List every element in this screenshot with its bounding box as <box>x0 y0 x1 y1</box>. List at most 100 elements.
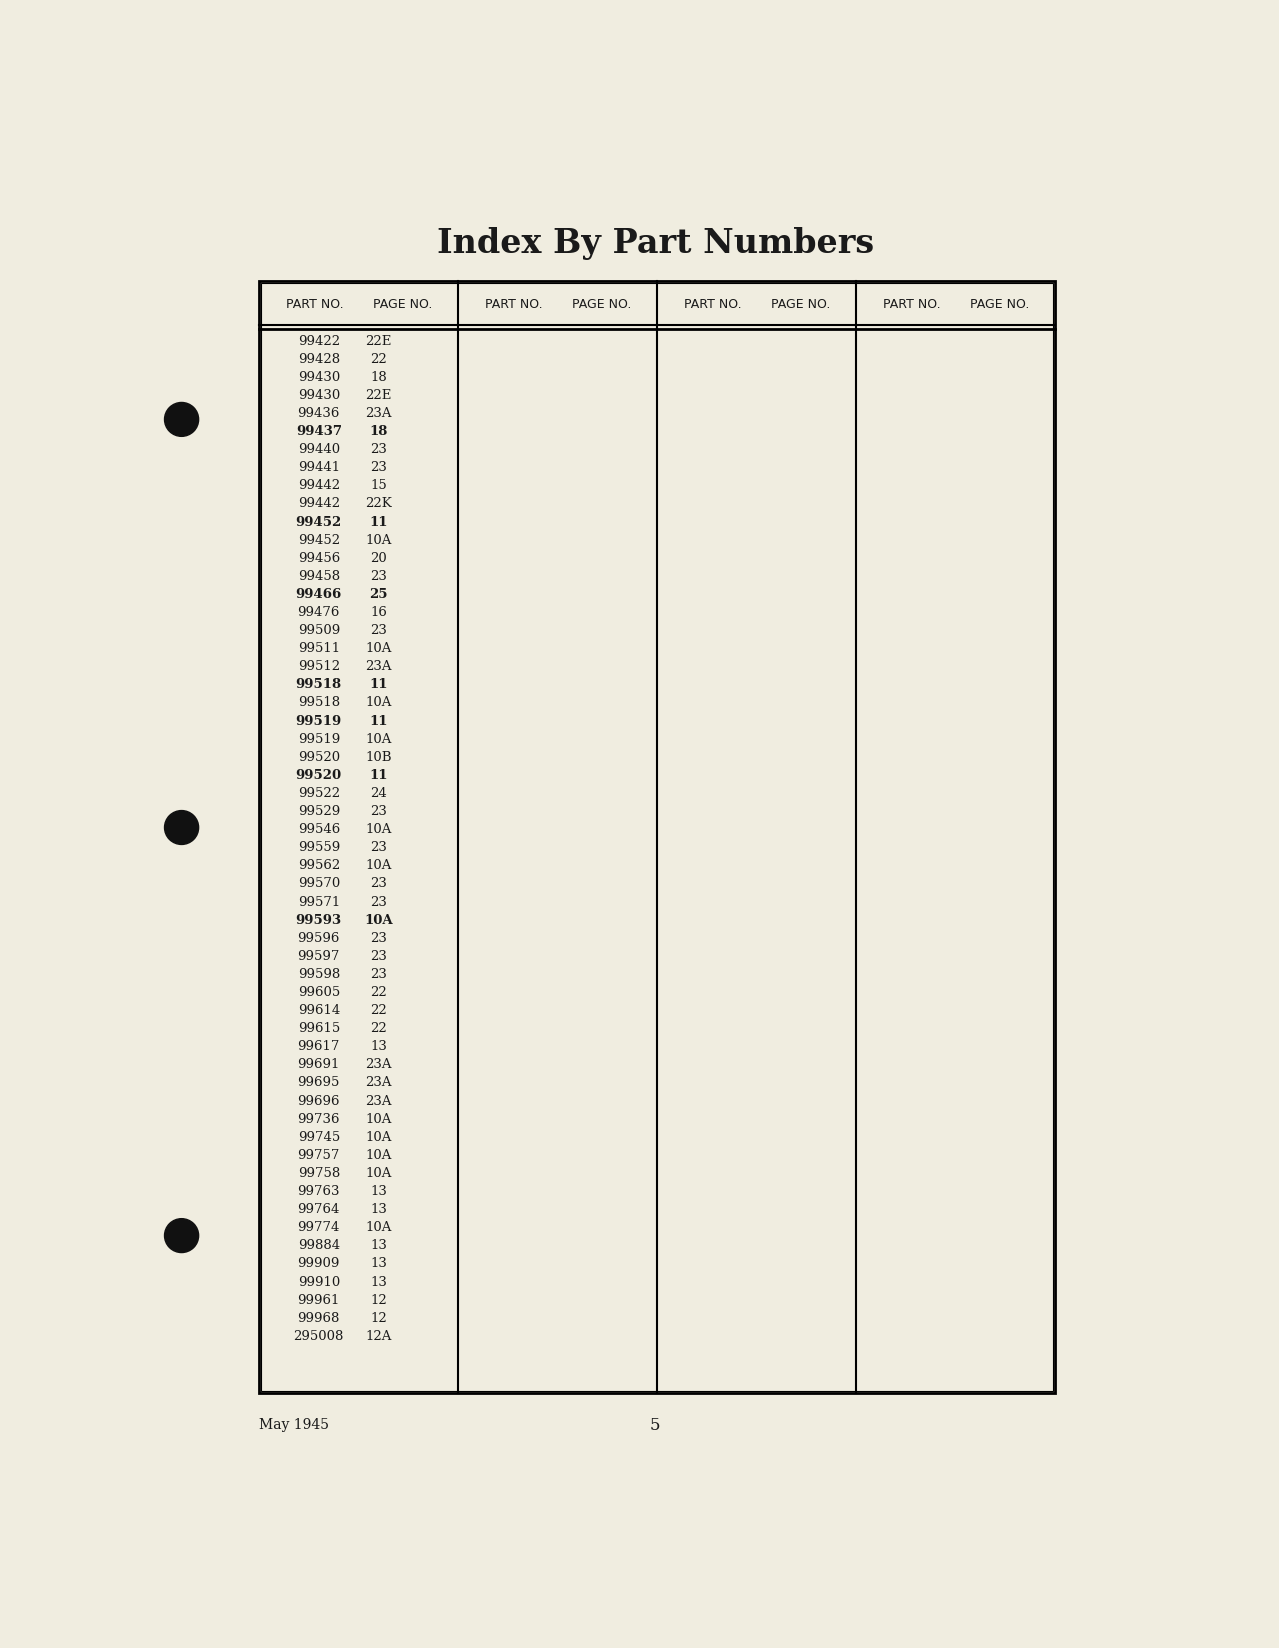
Text: 23: 23 <box>370 804 388 817</box>
Text: 18: 18 <box>370 371 386 384</box>
Text: 23: 23 <box>370 949 388 962</box>
Text: 99430: 99430 <box>298 389 340 402</box>
Text: 23A: 23A <box>366 659 391 672</box>
Text: 99909: 99909 <box>298 1257 340 1269</box>
Text: 99422: 99422 <box>298 335 340 348</box>
Text: PART NO.: PART NO. <box>883 297 940 310</box>
Text: 12: 12 <box>370 1310 386 1323</box>
Text: 11: 11 <box>370 768 388 781</box>
Text: 18: 18 <box>370 425 388 438</box>
Text: 99509: 99509 <box>298 623 340 636</box>
Text: 99442: 99442 <box>298 480 340 493</box>
Text: 99757: 99757 <box>298 1149 340 1162</box>
Text: 99562: 99562 <box>298 859 340 872</box>
Text: 99596: 99596 <box>298 931 340 944</box>
Text: PART NO.: PART NO. <box>485 297 542 310</box>
Text: 99546: 99546 <box>298 822 340 836</box>
Text: 10A: 10A <box>365 913 393 926</box>
Text: 10B: 10B <box>366 750 391 763</box>
Text: 99430: 99430 <box>298 371 340 384</box>
Circle shape <box>165 1220 198 1252</box>
Bar <box>261 283 1053 1391</box>
Text: 10A: 10A <box>366 534 391 547</box>
Text: 23: 23 <box>370 443 388 456</box>
Text: 99614: 99614 <box>298 1004 340 1017</box>
Text: 20: 20 <box>370 552 386 564</box>
Text: PAGE NO.: PAGE NO. <box>572 297 631 310</box>
Text: 11: 11 <box>370 677 388 691</box>
Text: 99598: 99598 <box>298 967 340 981</box>
Text: 23: 23 <box>370 895 388 908</box>
Text: 99884: 99884 <box>298 1239 340 1251</box>
Text: 99961: 99961 <box>298 1292 340 1305</box>
Text: 23: 23 <box>370 461 388 475</box>
Text: 99452: 99452 <box>295 516 341 529</box>
Text: 23A: 23A <box>366 1076 391 1089</box>
Text: 10A: 10A <box>366 641 391 654</box>
Text: 23: 23 <box>370 623 388 636</box>
Text: 99605: 99605 <box>298 986 340 999</box>
Text: Index By Part Numbers: Index By Part Numbers <box>436 227 874 260</box>
Text: 99519: 99519 <box>298 732 340 745</box>
Text: 22: 22 <box>370 986 386 999</box>
Text: 99615: 99615 <box>298 1022 340 1035</box>
Text: 23: 23 <box>370 967 388 981</box>
Text: 22K: 22K <box>365 498 391 511</box>
Text: 15: 15 <box>370 480 386 493</box>
Text: 23A: 23A <box>366 1058 391 1071</box>
Text: 99617: 99617 <box>298 1040 340 1053</box>
Text: 99522: 99522 <box>298 786 340 799</box>
Text: 11: 11 <box>370 516 388 529</box>
Text: 22E: 22E <box>366 389 391 402</box>
Text: May 1945: May 1945 <box>260 1417 329 1432</box>
Text: 13: 13 <box>370 1239 388 1251</box>
Text: 10A: 10A <box>366 1112 391 1126</box>
Text: 99518: 99518 <box>295 677 341 691</box>
Text: 10A: 10A <box>366 695 391 709</box>
Text: 13: 13 <box>370 1185 388 1198</box>
Text: 99691: 99691 <box>298 1058 340 1071</box>
Text: 22: 22 <box>370 1004 386 1017</box>
Text: 13: 13 <box>370 1203 388 1216</box>
Text: 13: 13 <box>370 1257 388 1269</box>
Text: 10A: 10A <box>366 1131 391 1144</box>
Text: PART NO.: PART NO. <box>684 297 742 310</box>
Text: 10A: 10A <box>366 1221 391 1233</box>
Bar <box>260 282 1055 1394</box>
Text: 99437: 99437 <box>295 425 341 438</box>
Text: 99452: 99452 <box>298 534 340 547</box>
Text: 10A: 10A <box>366 859 391 872</box>
Text: 5: 5 <box>650 1416 660 1432</box>
Text: PAGE NO.: PAGE NO. <box>969 297 1030 310</box>
Text: 99570: 99570 <box>298 877 340 890</box>
Text: 13: 13 <box>370 1040 388 1053</box>
Text: 23: 23 <box>370 877 388 890</box>
Text: 12A: 12A <box>366 1328 391 1341</box>
Text: 25: 25 <box>370 588 388 600</box>
Text: 99458: 99458 <box>298 570 340 582</box>
Text: 99764: 99764 <box>298 1203 340 1216</box>
Text: 99520: 99520 <box>295 768 341 781</box>
Text: 10A: 10A <box>366 1149 391 1162</box>
Text: 99518: 99518 <box>298 695 340 709</box>
Text: 99440: 99440 <box>298 443 340 456</box>
Text: 11: 11 <box>370 714 388 727</box>
Text: 99695: 99695 <box>298 1076 340 1089</box>
Text: 23: 23 <box>370 840 388 854</box>
Text: 23A: 23A <box>366 407 391 420</box>
Text: 22: 22 <box>370 1022 386 1035</box>
Circle shape <box>165 811 198 845</box>
Text: 12: 12 <box>370 1292 386 1305</box>
Text: 99696: 99696 <box>298 1094 340 1107</box>
Text: 13: 13 <box>370 1276 388 1287</box>
Text: 99529: 99529 <box>298 804 340 817</box>
Text: 99519: 99519 <box>295 714 341 727</box>
Text: PART NO.: PART NO. <box>286 297 344 310</box>
Text: 99436: 99436 <box>298 407 340 420</box>
Text: 23: 23 <box>370 931 388 944</box>
Text: PAGE NO.: PAGE NO. <box>771 297 830 310</box>
Text: PAGE NO.: PAGE NO. <box>372 297 432 310</box>
Text: 99441: 99441 <box>298 461 340 475</box>
Text: 24: 24 <box>370 786 386 799</box>
Text: 22: 22 <box>370 353 386 366</box>
